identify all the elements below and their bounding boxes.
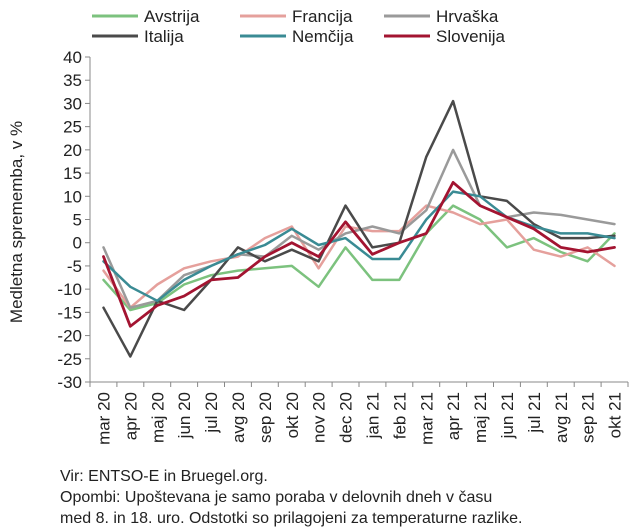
series-line-6 <box>102 180 616 328</box>
series-line-4 <box>102 99 616 358</box>
x-tick-label: feb 21 <box>390 392 409 439</box>
legend-label: Francija <box>292 7 353 26</box>
series-line-1 <box>102 204 616 312</box>
note-line-1: Opombi: Upoštevana je samo poraba v delo… <box>60 489 493 506</box>
x-tick-label: avg 20 <box>229 392 248 443</box>
x-tick-label: mar 21 <box>417 392 436 445</box>
x-tick-label: sep 20 <box>256 392 275 443</box>
legend: Avstrija Francija Hrvaška Italija Nemčija Slo… <box>92 7 506 46</box>
y-tick-label: 15 <box>63 164 82 183</box>
legend-label: Avstrija <box>144 7 200 26</box>
line-chart: Avstrija Francija Hrvaška Italija Nemčija Slo… <box>7 7 629 445</box>
y-axis: 40 35 30 25 20 15 10 5 0 -5 -10 -15 -20 -25 -30 <box>57 48 91 392</box>
x-tick-label: avg 21 <box>552 392 571 443</box>
x-tick-label: maj 21 <box>471 392 490 443</box>
plot-area <box>102 99 616 358</box>
y-tick-label: -30 <box>57 373 82 392</box>
series-line-2 <box>102 204 616 309</box>
x-tick-label: sep 21 <box>579 392 598 443</box>
legend-label: Slovenija <box>436 27 506 46</box>
x-tick-label: jun 20 <box>175 392 194 439</box>
x-tick-label: mar 20 <box>94 392 113 445</box>
legend-label: Nemčija <box>292 27 354 46</box>
series-line-5 <box>102 190 616 303</box>
x-tick-label: nov 20 <box>310 392 329 443</box>
x-tick-label: okt 20 <box>283 392 302 438</box>
y-tick-label: 25 <box>63 118 82 137</box>
series-line-3 <box>102 148 616 309</box>
y-tick-label: 20 <box>63 141 82 160</box>
y-axis-label: Medletna sprememba, v % <box>7 121 26 323</box>
x-tick-label: jul 21 <box>525 392 544 434</box>
y-tick-label: -10 <box>57 280 82 299</box>
y-tick-label: 30 <box>63 94 82 113</box>
y-tick-label: -25 <box>57 350 82 369</box>
legend-label: Italija <box>144 27 184 46</box>
x-tick-label: okt 21 <box>606 392 625 438</box>
x-tick-label: apr 21 <box>444 392 463 440</box>
x-tick-label: jun 21 <box>498 392 517 439</box>
y-tick-label: -20 <box>57 327 82 346</box>
y-tick-label: 5 <box>73 211 82 230</box>
note-line-2: med 8. in 18. uro. Odstotki so prilagoje… <box>60 510 523 527</box>
x-tick-label: jan 21 <box>363 392 382 439</box>
x-tick-label: jul 20 <box>202 392 221 434</box>
x-tick-label: apr 20 <box>121 392 140 440</box>
x-axis: mar 20 apr 20 maj 20 jun 20 jul 20 avg 20 sep … <box>89 381 629 445</box>
y-tick-label: 35 <box>63 71 82 90</box>
x-tick-label: dec 20 <box>337 392 356 443</box>
y-tick-label: 40 <box>63 48 82 67</box>
legend-label: Hrvaška <box>436 7 499 26</box>
x-tick-label: maj 20 <box>148 392 167 443</box>
y-tick-label: 0 <box>73 234 82 253</box>
y-tick-label: 10 <box>63 187 82 206</box>
y-tick-label: -15 <box>57 303 82 322</box>
source-note: Vir: ENTSO-E in Bruegel.org. <box>60 468 268 485</box>
y-tick-label: -5 <box>67 257 82 276</box>
